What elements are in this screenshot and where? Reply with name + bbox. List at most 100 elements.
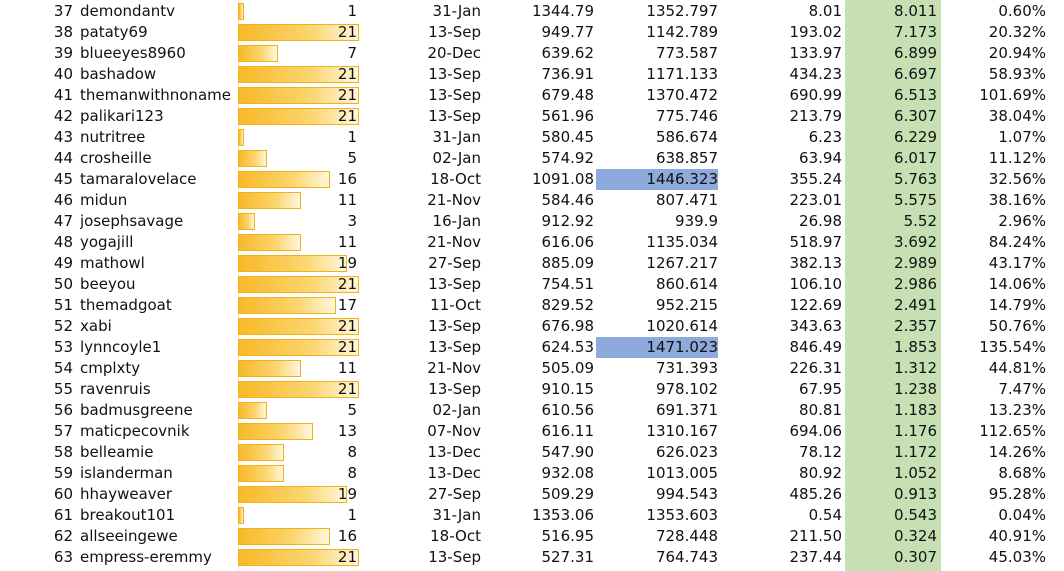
rank-cell[interactable]: 56: [53, 401, 73, 419]
username-cell[interactable]: beeyou: [80, 275, 136, 293]
date-cell[interactable]: 13-Sep: [428, 107, 481, 125]
percent-cell[interactable]: 0.04%: [998, 506, 1046, 524]
value2-cell[interactable]: 626.023: [655, 443, 718, 461]
rank-cell[interactable]: 51: [53, 296, 73, 314]
value3-cell[interactable]: 694.06: [789, 422, 843, 440]
rank-cell[interactable]: 59: [53, 464, 73, 482]
rank-cell[interactable]: 38: [53, 23, 73, 41]
value2-cell[interactable]: 1267.217: [646, 254, 718, 272]
percent-cell[interactable]: 11.12%: [988, 149, 1046, 167]
value3-cell[interactable]: 382.13: [789, 254, 843, 272]
rank-cell[interactable]: 54: [53, 359, 73, 377]
rank-cell[interactable]: 49: [53, 254, 73, 272]
rank-cell[interactable]: 44: [53, 149, 73, 167]
value1-cell[interactable]: 1091.08: [531, 170, 594, 188]
value3-cell[interactable]: 78.12: [799, 443, 842, 461]
date-cell[interactable]: 31-Jan: [432, 128, 481, 146]
percent-cell[interactable]: 101.69%: [979, 86, 1046, 104]
value4-cell[interactable]: 1.176: [894, 422, 937, 440]
date-cell[interactable]: 13-Sep: [428, 65, 481, 83]
username-cell[interactable]: ravenruis: [80, 380, 151, 398]
rank-cell[interactable]: 48: [53, 233, 73, 251]
rank-cell[interactable]: 53: [53, 338, 73, 356]
value3-cell[interactable]: 106.10: [789, 275, 843, 293]
value1-cell[interactable]: 584.46: [541, 191, 595, 209]
percent-cell[interactable]: 20.32%: [988, 23, 1046, 41]
value3-cell[interactable]: 6.23: [808, 128, 842, 146]
percent-cell[interactable]: 44.81%: [988, 359, 1046, 377]
percent-cell[interactable]: 13.23%: [988, 401, 1046, 419]
value1-cell[interactable]: 616.11: [541, 422, 595, 440]
date-cell[interactable]: 11-Oct: [430, 296, 481, 314]
value2-cell[interactable]: 1013.005: [646, 464, 718, 482]
value1-cell[interactable]: 912.92: [541, 212, 595, 230]
value1-cell[interactable]: 516.95: [541, 527, 595, 545]
value2-cell[interactable]: 1171.133: [646, 65, 718, 83]
count-cell[interactable]: 21: [337, 338, 357, 356]
count-cell[interactable]: 3: [347, 212, 357, 230]
value4-cell[interactable]: 6.229: [894, 128, 937, 146]
count-cell[interactable]: 1: [347, 2, 357, 20]
value4-cell[interactable]: 2.491: [894, 296, 937, 314]
rank-cell[interactable]: 58: [53, 443, 73, 461]
value2-cell[interactable]: 978.102: [655, 380, 718, 398]
percent-cell[interactable]: 14.26%: [988, 443, 1046, 461]
value4-cell[interactable]: 5.575: [894, 191, 937, 209]
value2-cell[interactable]: 691.371: [655, 401, 718, 419]
value2-cell[interactable]: 1135.034: [646, 233, 718, 251]
username-cell[interactable]: crosheille: [80, 149, 152, 167]
count-cell[interactable]: 16: [337, 527, 357, 545]
value2-cell[interactable]: 1471.023: [596, 337, 718, 358]
value4-cell[interactable]: 1.172: [894, 443, 937, 461]
value3-cell[interactable]: 193.02: [789, 23, 843, 41]
value2-cell[interactable]: 1370.472: [646, 86, 718, 104]
rank-cell[interactable]: 62: [53, 527, 73, 545]
value1-cell[interactable]: 676.98: [541, 317, 595, 335]
value4-cell[interactable]: 5.763: [894, 170, 937, 188]
date-cell[interactable]: 02-Jan: [432, 401, 481, 419]
rank-cell[interactable]: 47: [53, 212, 73, 230]
value2-cell[interactable]: 728.448: [655, 527, 718, 545]
username-cell[interactable]: breakout101: [80, 506, 176, 524]
value4-cell[interactable]: 5.52: [903, 212, 937, 230]
value1-cell[interactable]: 616.06: [541, 233, 595, 251]
value3-cell[interactable]: 518.97: [789, 233, 843, 251]
username-cell[interactable]: nutritree: [80, 128, 146, 146]
count-cell[interactable]: 21: [337, 317, 357, 335]
count-cell[interactable]: 11: [337, 233, 357, 251]
value4-cell[interactable]: 7.173: [894, 23, 937, 41]
value1-cell[interactable]: 679.48: [541, 86, 595, 104]
value3-cell[interactable]: 80.92: [799, 464, 842, 482]
value1-cell[interactable]: 885.09: [541, 254, 595, 272]
count-cell[interactable]: 8: [347, 443, 357, 461]
username-cell[interactable]: themadgoat: [80, 296, 172, 314]
percent-cell[interactable]: 7.47%: [998, 380, 1046, 398]
value3-cell[interactable]: 343.63: [789, 317, 843, 335]
date-cell[interactable]: 02-Jan: [432, 149, 481, 167]
percent-cell[interactable]: 45.03%: [988, 548, 1046, 566]
rank-cell[interactable]: 45: [53, 170, 73, 188]
value4-cell[interactable]: 6.513: [894, 86, 937, 104]
count-cell[interactable]: 19: [337, 254, 357, 272]
value3-cell[interactable]: 26.98: [799, 212, 842, 230]
rank-cell[interactable]: 50: [53, 275, 73, 293]
value4-cell[interactable]: 3.692: [894, 233, 937, 251]
percent-cell[interactable]: 84.24%: [988, 233, 1046, 251]
value4-cell[interactable]: 2.357: [894, 317, 937, 335]
value3-cell[interactable]: 690.99: [789, 86, 843, 104]
value4-cell[interactable]: 2.989: [894, 254, 937, 272]
date-cell[interactable]: 27-Sep: [428, 485, 481, 503]
date-cell[interactable]: 18-Oct: [430, 527, 481, 545]
percent-cell[interactable]: 0.60%: [998, 2, 1046, 20]
count-cell[interactable]: 8: [347, 464, 357, 482]
percent-cell[interactable]: 50.76%: [988, 317, 1046, 335]
percent-cell[interactable]: 40.91%: [988, 527, 1046, 545]
value1-cell[interactable]: 624.53: [541, 338, 595, 356]
value3-cell[interactable]: 223.01: [789, 191, 843, 209]
rank-cell[interactable]: 61: [53, 506, 73, 524]
date-cell[interactable]: 13-Sep: [428, 380, 481, 398]
username-cell[interactable]: allseeingewe: [80, 527, 178, 545]
value3-cell[interactable]: 67.95: [799, 380, 842, 398]
date-cell[interactable]: 31-Jan: [432, 2, 481, 20]
value3-cell[interactable]: 226.31: [789, 359, 843, 377]
